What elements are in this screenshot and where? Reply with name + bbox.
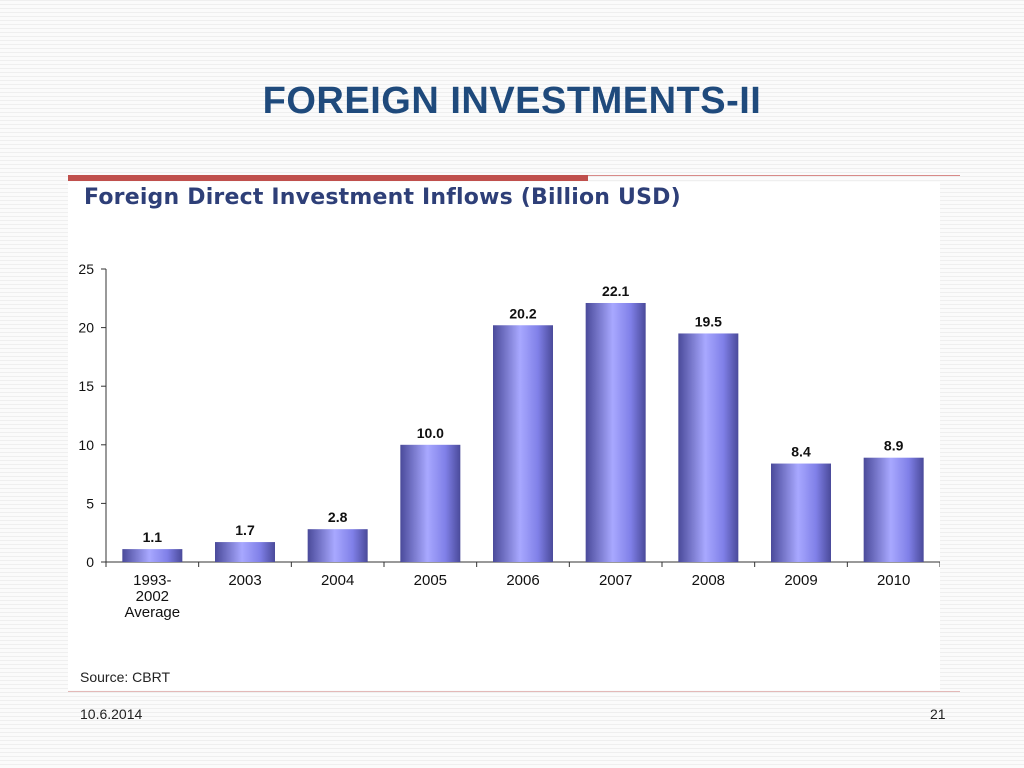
bar bbox=[493, 325, 553, 562]
category-label: 2008 bbox=[692, 572, 725, 589]
slide-title: FOREIGN INVESTMENTS-II bbox=[262, 80, 762, 122]
category-label: 2006 bbox=[506, 572, 539, 589]
bar-value-label: 1.7 bbox=[235, 522, 255, 538]
chart-panel: Foreign Direct Investment Inflows (Billi… bbox=[68, 182, 940, 690]
bar-value-label: 8.9 bbox=[884, 438, 904, 454]
bar-value-label: 10.0 bbox=[417, 425, 444, 441]
y-tick-label: 10 bbox=[78, 437, 94, 453]
bar bbox=[678, 333, 739, 562]
bar bbox=[122, 549, 183, 562]
y-tick-label: 15 bbox=[78, 378, 94, 394]
category-label: 2009 bbox=[784, 572, 817, 589]
bar bbox=[400, 444, 461, 562]
bar bbox=[771, 463, 831, 562]
category-label: 1993- bbox=[133, 572, 171, 589]
y-tick-label: 5 bbox=[86, 495, 94, 511]
category-label: Average bbox=[125, 604, 181, 621]
y-tick-label: 20 bbox=[78, 320, 94, 336]
footer-date: 10.6.2014 bbox=[80, 706, 143, 722]
category-label: 2007 bbox=[599, 572, 632, 589]
bar-value-label: 22.1 bbox=[602, 283, 629, 299]
bar bbox=[215, 542, 275, 562]
category-label: 2004 bbox=[321, 572, 354, 589]
title-accent-bar bbox=[68, 175, 588, 181]
bottom-divider-line bbox=[68, 691, 960, 692]
bar bbox=[307, 529, 368, 562]
page-number: 21 bbox=[930, 706, 946, 722]
category-label: 2005 bbox=[414, 572, 447, 589]
category-label: 2002 bbox=[136, 588, 169, 605]
y-tick-label: 0 bbox=[86, 554, 94, 570]
bar-value-label: 2.8 bbox=[328, 509, 348, 525]
bar-value-label: 1.1 bbox=[143, 529, 163, 545]
chart-source: Source: CBRT bbox=[80, 669, 170, 685]
category-label: 2003 bbox=[228, 572, 261, 589]
bar-value-label: 8.4 bbox=[791, 444, 811, 460]
bar-value-label: 19.5 bbox=[695, 313, 722, 329]
bar bbox=[863, 457, 924, 562]
bar-value-label: 20.2 bbox=[509, 305, 536, 321]
y-tick-label: 25 bbox=[78, 261, 94, 277]
bar bbox=[585, 302, 646, 562]
category-label: 2010 bbox=[877, 572, 910, 589]
chart-title: Foreign Direct Investment Inflows (Billi… bbox=[84, 185, 681, 210]
